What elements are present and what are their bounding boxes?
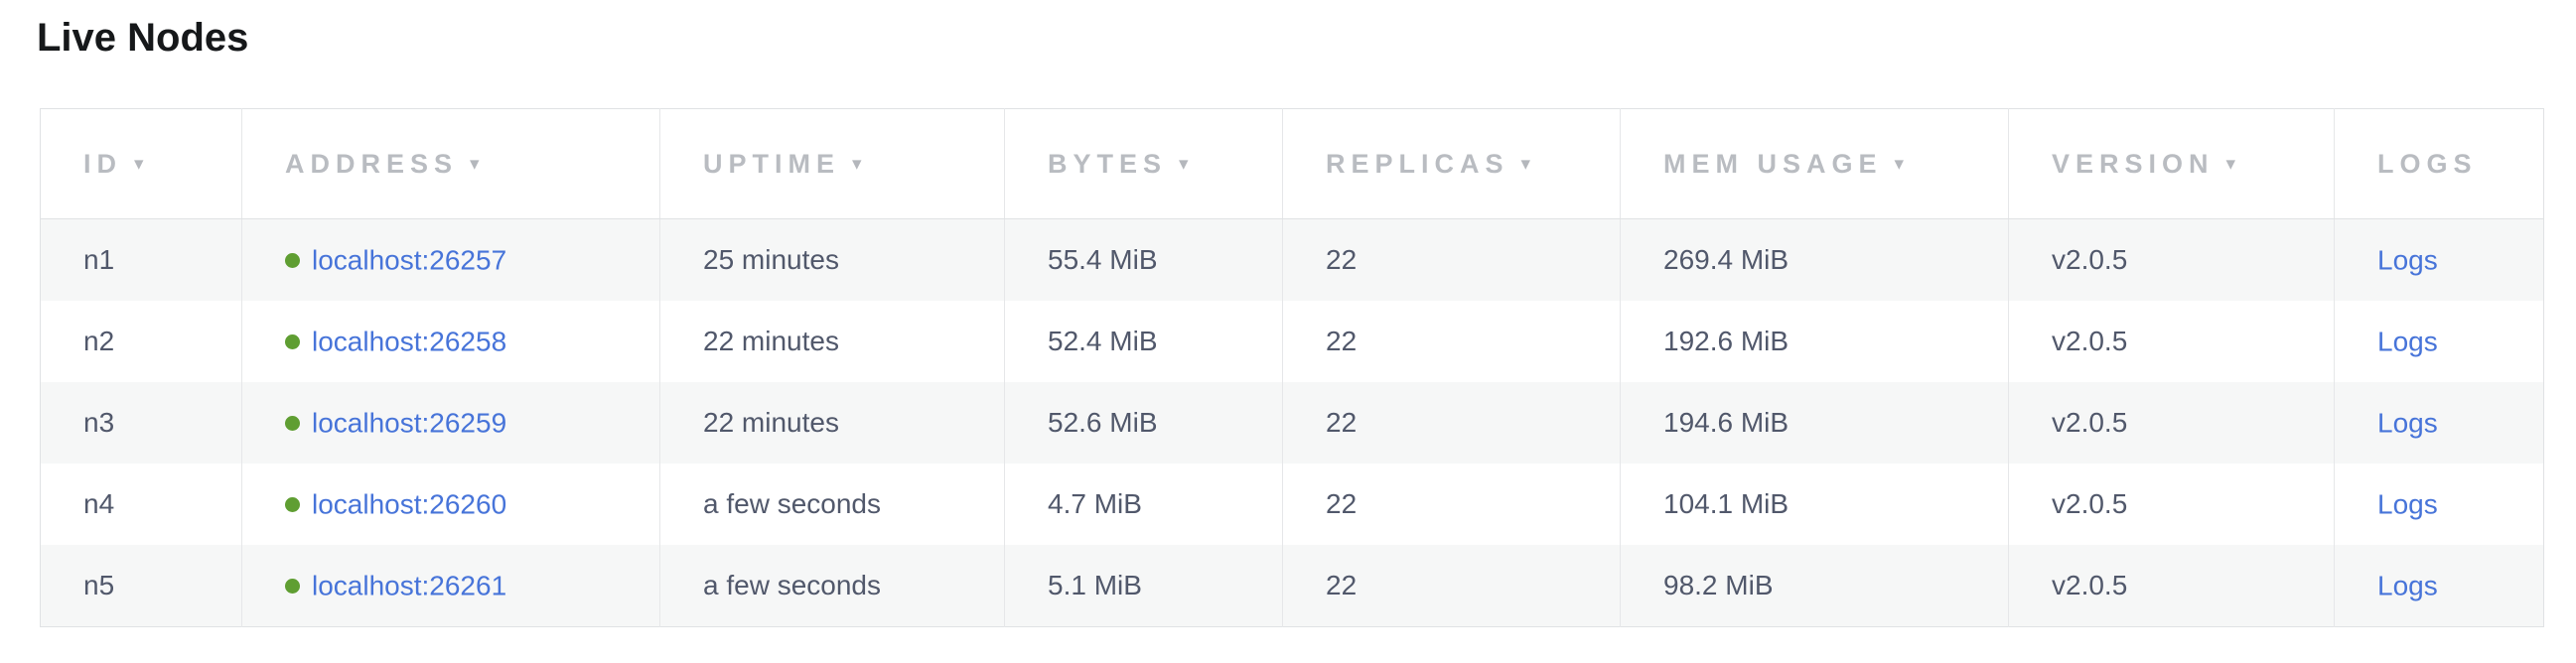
node-uptime-cell: 22 minutes [659, 301, 1005, 382]
live-nodes-table: ID ▾ ADDRESS ▾ UPTIME ▾ BYTES ▾ REPLICAS ▾ ME… [40, 108, 2544, 627]
node-mem-usage-cell: 269.4 MiB [1620, 218, 2009, 301]
column-header-label: REPLICAS [1326, 148, 1509, 179]
table-row: n1 localhost:26257 25 minutes 55.4 MiB 2… [40, 218, 2544, 301]
node-status-healthy-icon [285, 253, 300, 269]
node-logs-cell: Logs [2334, 301, 2544, 382]
node-logs-cell: Logs [2334, 464, 2544, 545]
node-bytes-cell: 52.6 MiB [1004, 382, 1283, 464]
node-mem-usage-cell: 104.1 MiB [1620, 464, 2009, 545]
node-status-healthy-icon [285, 579, 300, 595]
node-version-cell: v2.0.5 [2008, 382, 2335, 464]
node-address-cell: localhost:26257 [241, 218, 660, 301]
column-header-replicas[interactable]: REPLICAS ▾ [1282, 108, 1621, 219]
column-header-label: MEM USAGE [1663, 148, 1883, 179]
sort-caret-icon: ▾ [1179, 153, 1189, 175]
column-header-mem-usage[interactable]: MEM USAGE ▾ [1620, 108, 2009, 219]
node-bytes-cell: 55.4 MiB [1004, 218, 1283, 301]
node-logs-cell: Logs [2334, 218, 2544, 301]
logs-link[interactable]: Logs [2377, 488, 2438, 520]
node-mem-usage-cell: 98.2 MiB [1620, 545, 2009, 627]
node-uptime-cell: a few seconds [659, 464, 1005, 545]
node-address-cell: localhost:26259 [241, 382, 660, 464]
logs-link[interactable]: Logs [2377, 570, 2438, 601]
node-status-healthy-icon [285, 416, 300, 432]
node-status-healthy-icon [285, 497, 300, 513]
live-nodes-page: Live Nodes ID ▾ ADDRESS ▾ UPTIME ▾ BYTES ▾ [37, 16, 2544, 627]
column-header-label: LOGS [2377, 148, 2478, 179]
node-version-cell: v2.0.5 [2008, 545, 2335, 627]
column-header-id[interactable]: ID ▾ [40, 108, 242, 219]
node-address-link[interactable]: localhost:26260 [312, 488, 507, 520]
node-replicas-cell: 22 [1282, 464, 1621, 545]
node-version-cell: v2.0.5 [2008, 464, 2335, 545]
node-id-cell: n3 [83, 407, 115, 438]
node-address-link[interactable]: localhost:26261 [312, 570, 507, 601]
column-header-bytes[interactable]: BYTES ▾ [1004, 108, 1283, 219]
table-row: n5 localhost:26261 a few seconds 5.1 MiB… [40, 545, 2544, 627]
sort-caret-icon: ▾ [1894, 153, 1905, 175]
node-address-link[interactable]: localhost:26258 [312, 326, 507, 357]
node-version-cell: v2.0.5 [2008, 301, 2335, 382]
node-bytes-cell: 5.1 MiB [1004, 545, 1283, 627]
node-address-cell: localhost:26261 [241, 545, 660, 627]
node-bytes-cell: 52.4 MiB [1004, 301, 1283, 382]
column-header-label: BYTES [1048, 148, 1168, 179]
logs-link[interactable]: Logs [2377, 407, 2438, 439]
node-address-link[interactable]: localhost:26259 [312, 407, 507, 439]
node-address-cell: localhost:26260 [241, 464, 660, 545]
node-logs-cell: Logs [2334, 382, 2544, 464]
column-header-address[interactable]: ADDRESS ▾ [241, 108, 660, 219]
column-header-label: VERSION [2052, 148, 2215, 179]
table-row: n2 localhost:26258 22 minutes 52.4 MiB 2… [40, 301, 2544, 382]
column-header-version[interactable]: VERSION ▾ [2008, 108, 2335, 219]
node-id-cell: n2 [83, 326, 115, 356]
table-header-row: ID ▾ ADDRESS ▾ UPTIME ▾ BYTES ▾ REPLICAS ▾ ME… [40, 108, 2544, 219]
sort-caret-icon: ▾ [134, 153, 144, 175]
table-row: n4 localhost:26260 a few seconds 4.7 MiB… [40, 464, 2544, 545]
node-mem-usage-cell: 192.6 MiB [1620, 301, 2009, 382]
node-uptime-cell: 25 minutes [659, 218, 1005, 301]
node-replicas-cell: 22 [1282, 301, 1621, 382]
node-id-cell: n4 [83, 488, 115, 519]
node-id-cell: n5 [83, 570, 115, 600]
node-address-link[interactable]: localhost:26257 [312, 244, 507, 276]
node-version-cell: v2.0.5 [2008, 218, 2335, 301]
node-replicas-cell: 22 [1282, 545, 1621, 627]
sort-caret-icon: ▾ [2225, 153, 2236, 175]
sort-caret-icon: ▾ [470, 153, 480, 175]
column-header-logs: LOGS [2334, 108, 2544, 219]
logs-link[interactable]: Logs [2377, 326, 2438, 357]
sort-caret-icon: ▾ [1520, 153, 1531, 175]
page-title: Live Nodes [37, 16, 249, 60]
node-id-cell: n1 [83, 244, 115, 275]
node-uptime-cell: 22 minutes [659, 382, 1005, 464]
node-logs-cell: Logs [2334, 545, 2544, 627]
column-header-label: UPTIME [703, 148, 841, 179]
node-replicas-cell: 22 [1282, 218, 1621, 301]
node-status-healthy-icon [285, 334, 300, 350]
node-mem-usage-cell: 194.6 MiB [1620, 382, 2009, 464]
logs-link[interactable]: Logs [2377, 244, 2438, 276]
column-header-uptime[interactable]: UPTIME ▾ [659, 108, 1005, 219]
sort-caret-icon: ▾ [852, 153, 862, 175]
node-uptime-cell: a few seconds [659, 545, 1005, 627]
column-header-label: ID [83, 148, 122, 179]
node-bytes-cell: 4.7 MiB [1004, 464, 1283, 545]
column-header-label: ADDRESS [285, 148, 459, 179]
node-replicas-cell: 22 [1282, 382, 1621, 464]
node-address-cell: localhost:26258 [241, 301, 660, 382]
table-row: n3 localhost:26259 22 minutes 52.6 MiB 2… [40, 382, 2544, 464]
